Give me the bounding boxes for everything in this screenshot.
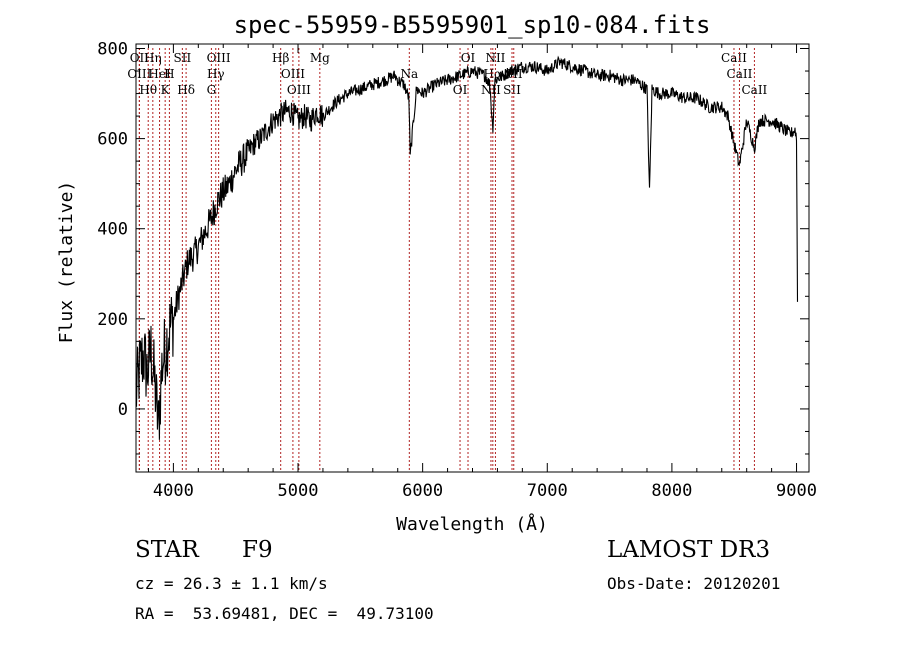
ra-dec: RA = 53.69481, DEC = 49.73100	[135, 604, 434, 623]
x-tick-label: 8000	[651, 481, 692, 501]
x-tick-label: 7000	[527, 481, 568, 501]
line-label: H	[164, 67, 174, 81]
line-label: OIII	[207, 51, 231, 65]
spectrum-chart: spec-55959-B5595901_sp10-084.fits Wavele…	[56, 11, 817, 535]
spectrum-line	[135, 55, 799, 440]
y-axis-label: Flux (relative)	[56, 181, 77, 344]
line-label: Mg	[310, 51, 330, 65]
y-tick-label: 400	[97, 220, 128, 240]
redshift-cz: cz = 26.3 ± 1.1 km/s	[135, 574, 328, 593]
object-class: STAR	[135, 537, 199, 563]
line-label: G	[207, 83, 217, 97]
line-label: Na	[400, 67, 418, 81]
line-label: OIII	[287, 83, 311, 97]
x-tick-label: 9000	[776, 481, 817, 501]
line-label: Hβ	[272, 51, 289, 65]
chart-title: spec-55959-B5595901_sp10-084.fits	[234, 11, 711, 39]
line-label: CaII	[741, 83, 767, 97]
line-label: OIII	[127, 67, 151, 81]
y-tick-label: 0	[118, 400, 128, 420]
x-tick-label: 6000	[402, 481, 443, 501]
line-label: SII	[503, 83, 521, 97]
line-label: Hθ	[139, 83, 157, 97]
y-tick-label: 600	[97, 130, 128, 150]
y-tick-label: 800	[97, 40, 128, 60]
x-tick-label: 5000	[278, 481, 319, 501]
line-label: CaII	[727, 67, 753, 81]
line-label: OI	[461, 51, 476, 65]
line-label: SII	[174, 51, 192, 65]
obs-date: Obs-Date: 20120201	[607, 574, 781, 593]
line-label: OIII	[281, 67, 305, 81]
y-tick-label: 200	[97, 310, 128, 330]
line-label: OI	[453, 83, 468, 97]
series-layer	[135, 55, 799, 440]
line-label: NII	[485, 51, 505, 65]
line-markers: OIIOIIIHθHηHeIKSIIHHδOIIIHγGHβOIIIOIIIMg…	[127, 48, 768, 472]
object-subclass: F9	[242, 537, 273, 563]
line-label: NII	[481, 83, 501, 97]
x-tick-label: 4000	[153, 481, 194, 501]
x-axis-label: Wavelength (Å)	[396, 513, 548, 535]
axes: 4000 5000 6000 7000 8000 9000 0 200 400 600 800	[97, 40, 817, 501]
line-label: CaII	[721, 51, 747, 65]
line-label: Hγ	[207, 67, 225, 81]
survey-name: LAMOST DR3	[607, 537, 771, 563]
line-label: K	[161, 83, 171, 97]
line-label: Hη	[144, 51, 162, 65]
line-label: Hδ	[177, 83, 195, 97]
